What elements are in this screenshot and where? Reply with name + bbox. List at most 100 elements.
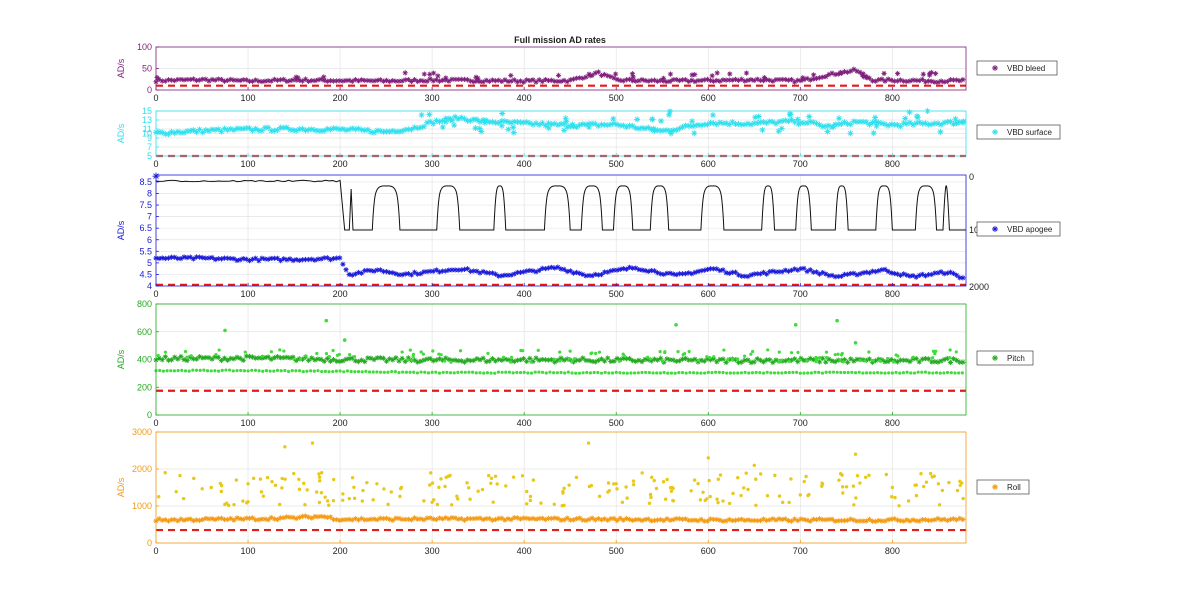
data-point — [262, 124, 269, 131]
data-point — [387, 356, 393, 362]
data-point — [275, 368, 280, 372]
data-point — [218, 515, 225, 521]
data-point — [623, 123, 630, 130]
data-point — [872, 371, 876, 375]
data-point — [904, 517, 910, 523]
data-point — [840, 473, 844, 477]
data-point — [938, 78, 944, 84]
data-point — [707, 119, 714, 126]
data-point — [449, 515, 455, 521]
data-point — [848, 516, 854, 522]
data-point — [496, 273, 502, 279]
data-point — [411, 77, 418, 83]
data-point — [754, 518, 760, 524]
data-point — [563, 118, 570, 125]
data-point — [798, 493, 803, 497]
data-point — [596, 370, 600, 375]
data-point — [533, 370, 537, 374]
data-point — [464, 77, 471, 83]
data-point — [436, 269, 443, 275]
data-point — [377, 127, 384, 134]
data-point — [209, 485, 213, 490]
data-point — [549, 357, 555, 363]
data-point — [367, 370, 372, 374]
data-point — [947, 269, 954, 275]
data-point — [707, 516, 714, 522]
data-point — [200, 516, 206, 523]
data-point — [764, 271, 770, 277]
data-point — [268, 255, 274, 262]
data-point — [493, 474, 498, 478]
data-point — [455, 267, 461, 273]
data-point — [636, 371, 640, 375]
data-point — [567, 357, 571, 361]
data-point — [580, 517, 586, 523]
data-point — [695, 268, 701, 275]
data-point — [449, 76, 455, 82]
data-point — [243, 515, 249, 521]
data-point — [319, 471, 324, 475]
data-point — [845, 517, 851, 523]
data-point — [851, 358, 857, 364]
data-point — [364, 369, 368, 373]
data-point — [202, 127, 209, 134]
data-point — [250, 368, 254, 372]
data-point — [348, 353, 352, 357]
data-point — [360, 370, 364, 374]
data-point — [708, 356, 712, 360]
data-point — [716, 477, 721, 481]
data-point — [598, 121, 605, 128]
data-point — [767, 77, 773, 83]
data-point — [833, 353, 837, 357]
data-point — [393, 515, 399, 521]
y-tick-label: 2000 — [132, 464, 152, 474]
data-point — [857, 118, 864, 125]
data-point — [931, 349, 936, 353]
x-tick-label: 0 — [153, 93, 158, 103]
data-point — [745, 273, 751, 280]
data-point — [309, 78, 315, 84]
data-point — [564, 515, 570, 521]
data-point — [390, 369, 394, 374]
data-point — [891, 78, 897, 84]
data-point — [545, 265, 552, 271]
data-point — [498, 122, 505, 129]
data-point — [751, 271, 757, 277]
data-point — [610, 120, 617, 127]
data-point — [568, 349, 572, 353]
data-point — [906, 109, 913, 116]
data-point — [698, 77, 704, 84]
data-point — [337, 78, 343, 84]
data-point — [157, 495, 161, 499]
data-point — [471, 515, 477, 522]
x-tick-label: 500 — [609, 546, 624, 556]
data-point — [422, 499, 426, 503]
data-point — [334, 255, 340, 261]
data-point — [321, 255, 327, 261]
data-point — [361, 127, 368, 134]
data-point — [860, 270, 866, 276]
data-point — [408, 126, 415, 133]
data-point — [845, 69, 851, 75]
x-tick-label: 600 — [701, 93, 716, 103]
data-point — [778, 125, 785, 132]
data-point — [427, 118, 434, 125]
data-point — [739, 359, 745, 365]
data-point — [206, 355, 212, 361]
data-point — [203, 255, 209, 261]
data-point — [668, 130, 675, 137]
data-point — [869, 359, 876, 365]
data-point — [744, 471, 748, 475]
data-point — [437, 485, 441, 490]
data-point — [611, 358, 617, 364]
data-point — [234, 77, 240, 83]
x-tick-label: 400 — [517, 159, 532, 169]
data-point — [514, 269, 520, 276]
data-point — [810, 357, 816, 363]
data-point — [934, 349, 938, 353]
data-point — [402, 358, 408, 365]
data-point — [691, 122, 698, 129]
data-point — [252, 125, 259, 132]
x-tick-label: 0 — [153, 159, 158, 169]
data-point — [854, 272, 860, 278]
